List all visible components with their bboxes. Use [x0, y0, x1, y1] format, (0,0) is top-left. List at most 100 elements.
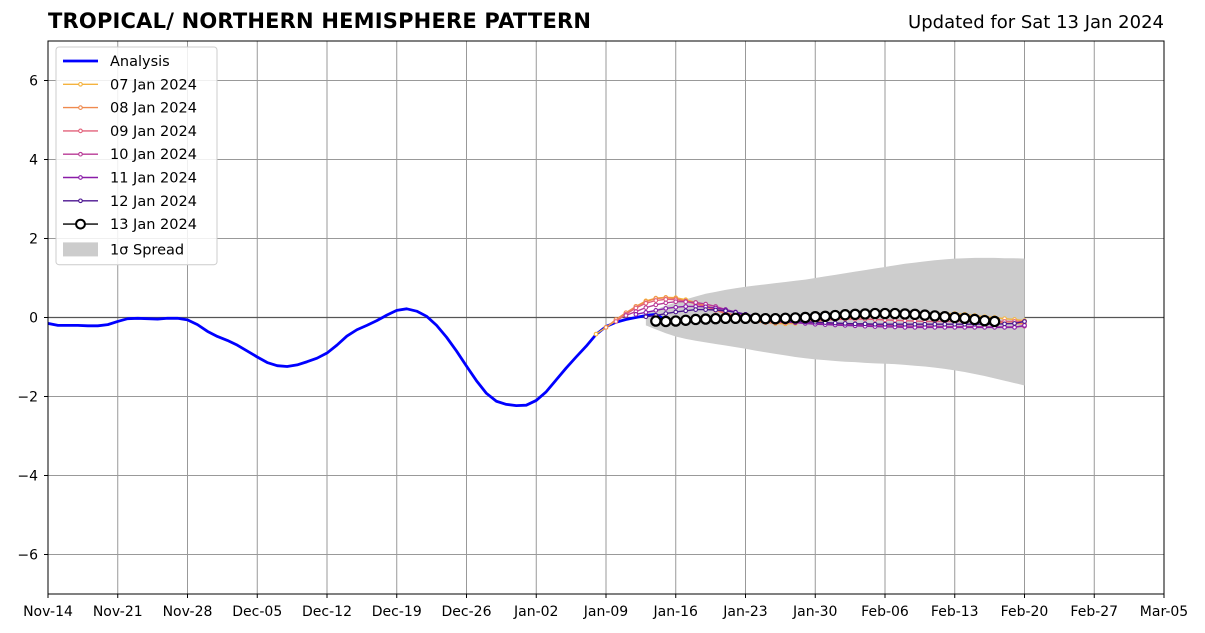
legend-swatch-spread: [63, 242, 98, 257]
forecast-marker: [643, 305, 649, 310]
forecast-marker: [1022, 319, 1027, 324]
legend-swatch-marker: [75, 218, 86, 230]
x-tick-label: Dec-12: [302, 604, 352, 620]
x-tick-label: Feb-20: [1001, 604, 1049, 620]
forecast-marker: [839, 309, 851, 321]
forecast-line: [635, 305, 1025, 329]
forecast-marker: [703, 307, 708, 312]
forecast-marker: [749, 312, 762, 324]
forecast-marker: [882, 321, 888, 327]
forecast-marker: [832, 320, 838, 326]
legend-swatch-marker: [78, 198, 83, 204]
forecast-marker: [683, 304, 689, 309]
forecast-marker: [1002, 321, 1007, 327]
legend-label-forecast: 10 Jan 2024: [110, 147, 197, 163]
forecast-marker: [650, 315, 662, 327]
forecast-marker: [912, 321, 918, 327]
forecast-marker: [879, 307, 891, 320]
y-tick-label: −2: [17, 390, 38, 406]
forecast-marker: [729, 312, 742, 324]
forecast-marker: [859, 308, 871, 320]
y-tick-label: 6: [29, 74, 38, 90]
forecast-marker: [978, 314, 991, 327]
forecast-marker: [842, 321, 848, 326]
forecast-marker: [902, 321, 908, 327]
forecast-marker: [1012, 321, 1017, 326]
legend-box: [55, 46, 218, 266]
forecast-marker: [889, 307, 901, 320]
forecast-marker: [909, 308, 921, 321]
forecast-marker: [959, 312, 971, 324]
legend-label-forecast: 07 Jan 2024: [110, 77, 197, 93]
legend-label-forecast: 12 Jan 2024: [110, 194, 197, 210]
forecast-marker: [693, 300, 699, 305]
legend-label-forecast: 11 Jan 2024: [110, 171, 197, 187]
forecast-marker: [673, 299, 679, 305]
analysis-line: [48, 307, 667, 407]
x-tick-label: Jan-02: [513, 604, 558, 620]
x-tick-label: Feb-13: [931, 604, 979, 620]
x-tick-label: Nov-21: [93, 604, 143, 620]
forecast-series: [650, 307, 1001, 328]
forecast-marker: [699, 313, 712, 325]
forecast-marker: [683, 308, 689, 314]
forecast-marker: [932, 321, 938, 327]
forecast-marker: [949, 311, 961, 324]
x-tick-label: Jan-23: [722, 604, 767, 620]
forecast-marker: [869, 307, 881, 320]
y-tick-label: 0: [29, 311, 38, 327]
forecast-marker: [663, 306, 669, 311]
forecast-marker: [809, 311, 821, 323]
forecast-marker: [593, 331, 599, 337]
forecast-marker: [799, 311, 811, 324]
forecast-marker: [643, 300, 649, 306]
legend-label-forecast: 08 Jan 2024: [110, 101, 197, 117]
y-tick-label: 4: [29, 153, 38, 169]
legend-swatch-marker: [78, 128, 83, 134]
x-tick-label: Jan-09: [583, 604, 628, 620]
forecast-marker: [1022, 323, 1027, 328]
forecast-marker: [680, 314, 692, 326]
legend-swatch-marker: [78, 175, 83, 180]
forecast-marker: [693, 307, 699, 312]
forecast-marker: [862, 321, 868, 327]
forecast-marker: [899, 308, 911, 320]
forecast-marker: [660, 315, 672, 328]
forecast-marker: [849, 308, 861, 321]
forecast-marker: [939, 311, 951, 323]
forecast-marker: [819, 310, 831, 323]
x-tick-label: Feb-06: [861, 604, 909, 620]
x-tick-label: Dec-05: [232, 604, 282, 620]
x-tick-label: Jan-16: [653, 604, 699, 620]
forecast-marker: [653, 298, 659, 303]
chart-subtitle: Updated for Sat 13 Jan 2024: [908, 12, 1164, 33]
forecast-marker: [653, 308, 659, 313]
x-tick-label: Jan-30: [792, 604, 837, 620]
forecast-marker: [922, 321, 928, 327]
forecast-marker: [769, 312, 782, 325]
x-tick-label: Mar-05: [1140, 604, 1188, 620]
forecast-marker: [719, 312, 732, 324]
forecast-marker: [623, 313, 629, 318]
forecast-marker: [872, 321, 878, 327]
forecast-marker: [829, 309, 841, 322]
forecast-marker: [603, 325, 609, 330]
forecast-marker: [673, 309, 679, 315]
forecast-marker: [852, 321, 858, 327]
forecast-marker: [643, 310, 649, 315]
x-tick-label: Nov-28: [163, 604, 213, 620]
forecast-marker: [759, 312, 772, 325]
forecast-marker: [789, 312, 802, 324]
forecast-marker: [713, 307, 718, 313]
legend-swatch-marker: [78, 105, 83, 110]
y-tick-label: −4: [17, 469, 38, 485]
forecast-marker: [653, 302, 659, 308]
forecast-marker: [919, 309, 931, 321]
legend-swatch-marker: [78, 81, 83, 87]
x-tick-label: Dec-19: [372, 604, 422, 620]
legend-label-forecast: 13 Jan 2024: [110, 217, 197, 233]
forecast-marker: [942, 321, 948, 327]
forecast-marker: [723, 308, 728, 314]
forecast-marker: [739, 312, 752, 324]
